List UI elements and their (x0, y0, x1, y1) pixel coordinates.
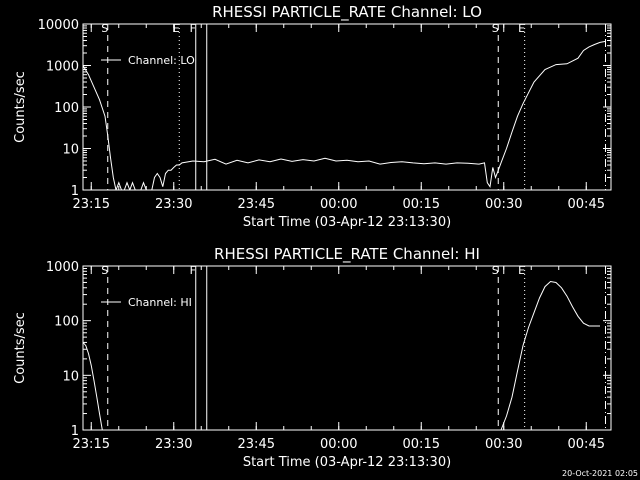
x-tick-label: 23:15 (73, 197, 110, 212)
event-marker-label: S (101, 264, 108, 277)
chart-title: RHESSI PARTICLE_RATE Channel: HI (214, 245, 480, 264)
x-tick-label: 00:00 (320, 197, 357, 212)
y-tick-label: 10 (62, 369, 79, 384)
x-tick-label: 23:45 (238, 197, 275, 212)
plot-frame (82, 23, 612, 191)
y-tick-label: 1000 (46, 260, 79, 275)
x-tick-label: 23:30 (155, 197, 192, 212)
event-marker-label: E (173, 22, 180, 35)
event-marker-label: F (190, 264, 196, 277)
x-tick-label: 23:45 (238, 437, 275, 452)
event-marker-label: E (518, 22, 525, 35)
y-tick-label: 100 (54, 315, 79, 330)
x-tick-label: 00:30 (485, 197, 522, 212)
x-axis-label: Start Time (03-Apr-12 23:13:30) (243, 455, 451, 470)
x-tick-label: 00:00 (320, 437, 357, 452)
legend-label: Channel: LO (128, 54, 195, 67)
y-tick-label: 100 (54, 101, 79, 116)
legend-label: Channel: HI (128, 296, 192, 309)
y-axis-label: Counts/sec (13, 312, 28, 384)
x-tick-label: 00:30 (485, 437, 522, 452)
y-axis-label: Counts/sec (13, 71, 28, 143)
event-marker-label: S (492, 264, 499, 277)
chart-title: RHESSI PARTICLE_RATE Channel: LO (212, 3, 482, 22)
x-tick-label: 00:45 (568, 197, 605, 212)
footer-timestamp: 20-Oct-2021 02:05 (562, 469, 638, 478)
event-marker-label: S (101, 22, 108, 35)
x-axis-label: Start Time (03-Apr-12 23:13:30) (243, 215, 451, 230)
series-line (83, 40, 606, 190)
y-tick-label: 1000 (46, 60, 79, 75)
x-tick-label: 00:15 (403, 437, 440, 452)
x-tick-label: 23:15 (73, 437, 110, 452)
plot-frame (82, 265, 612, 431)
event-marker-label: F (190, 22, 196, 35)
y-tick-label: 10000 (38, 18, 79, 33)
y-tick-label: 1 (71, 184, 79, 199)
x-tick-label: 00:15 (403, 197, 440, 212)
event-marker-label: S (492, 22, 499, 35)
x-tick-label: 23:30 (155, 437, 192, 452)
x-tick-label: 00:45 (568, 437, 605, 452)
series-line (83, 280, 600, 430)
y-tick-label: 10 (62, 143, 79, 158)
event-marker-label: E (518, 264, 525, 277)
y-tick-label: 1 (71, 424, 79, 439)
